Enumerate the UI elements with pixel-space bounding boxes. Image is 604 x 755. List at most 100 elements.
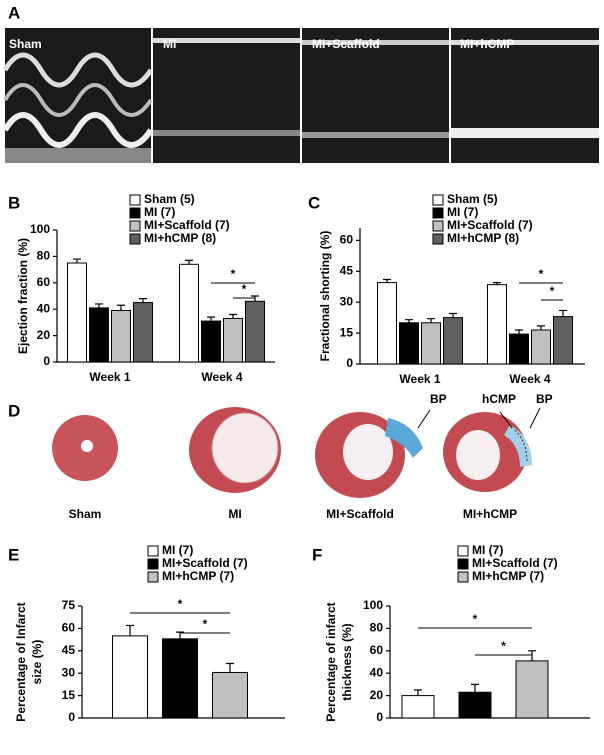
legend-swatch bbox=[432, 233, 444, 245]
legend-label: MI (7) bbox=[144, 205, 175, 219]
y-tick-label: 75 bbox=[62, 598, 76, 612]
x-tick-label: Week 4 bbox=[201, 370, 242, 384]
y-tick-label: 15 bbox=[340, 325, 354, 339]
legend-swatch bbox=[129, 220, 141, 232]
echo-trace bbox=[153, 130, 300, 136]
echo-image bbox=[153, 28, 300, 163]
y-tick-label: 60 bbox=[370, 643, 384, 657]
echo-trace bbox=[451, 40, 599, 45]
heart-lumen bbox=[81, 440, 93, 452]
legend-label: MI (7) bbox=[162, 543, 193, 557]
y-axis-label: size (%) bbox=[30, 640, 44, 685]
y-tick-label: 45 bbox=[340, 263, 354, 277]
bar bbox=[458, 691, 492, 719]
panel-label: E bbox=[8, 545, 19, 564]
legend-swatch bbox=[147, 571, 159, 583]
error-bar bbox=[427, 318, 435, 323]
error-bar bbox=[95, 303, 103, 308]
error-bar bbox=[226, 662, 234, 673]
error-bar bbox=[207, 316, 215, 322]
x-tick-label: Week 1 bbox=[89, 370, 130, 384]
error-bar bbox=[185, 259, 193, 265]
echo-label: Sham bbox=[9, 37, 42, 51]
legend-label: MI+hCMP (8) bbox=[144, 231, 216, 245]
y-tick-label: 20 bbox=[370, 688, 384, 702]
histology-label: MI+hCMP bbox=[463, 507, 517, 521]
legend-swatch bbox=[457, 571, 469, 583]
legend-label: MI+Scaffold (7) bbox=[144, 218, 230, 232]
bar bbox=[487, 284, 507, 365]
bar bbox=[245, 300, 265, 363]
heart-lumen bbox=[456, 430, 500, 480]
annotation: hCMP bbox=[482, 392, 516, 406]
y-tick-label: 30 bbox=[340, 294, 354, 308]
panel-label: A bbox=[8, 3, 20, 22]
y-tick-label: 60 bbox=[37, 275, 51, 289]
error-bar bbox=[414, 689, 422, 696]
legend-label: MI+hCMP (7) bbox=[162, 569, 234, 583]
bar bbox=[201, 320, 221, 363]
bar bbox=[553, 316, 573, 365]
legend-swatch bbox=[129, 207, 141, 219]
histology-images: BP hCMP BP Sham MI MI+Scaffold MI+hCMP bbox=[52, 392, 553, 521]
y-tick-label: 0 bbox=[376, 710, 383, 724]
y-tick-label: 0 bbox=[346, 356, 353, 370]
error-bar bbox=[559, 309, 567, 317]
legend-swatch bbox=[432, 220, 444, 232]
echo-trace bbox=[2, 52, 154, 88]
panel-label: B bbox=[8, 193, 20, 212]
legend-swatch bbox=[147, 558, 159, 570]
significance-star: * bbox=[178, 597, 183, 611]
error-bar bbox=[229, 313, 237, 319]
x-tick-label: Week 4 bbox=[509, 372, 550, 386]
significance-star: * bbox=[242, 282, 247, 296]
y-tick-label: 100 bbox=[363, 598, 383, 612]
legend-swatch bbox=[432, 194, 444, 206]
echo-trace bbox=[5, 148, 151, 163]
error-bar bbox=[73, 258, 81, 263]
panel-label: D bbox=[8, 401, 20, 420]
legend-label: MI+Scaffold (7) bbox=[447, 218, 533, 232]
error-bar bbox=[117, 304, 125, 311]
bar bbox=[509, 333, 529, 365]
bar bbox=[399, 322, 419, 365]
y-axis-label: thickness (%) bbox=[340, 623, 354, 700]
error-bar bbox=[537, 325, 545, 330]
bar bbox=[515, 660, 549, 719]
significance-star: * bbox=[231, 267, 236, 281]
y-tick-label: 60 bbox=[62, 621, 76, 635]
legend-swatch bbox=[129, 233, 141, 245]
significance-star: * bbox=[473, 612, 478, 626]
bar bbox=[401, 695, 435, 719]
error-bar bbox=[139, 298, 147, 303]
error-bar bbox=[471, 683, 479, 693]
legend-label: MI+Scaffold (7) bbox=[162, 556, 248, 570]
legend-label: MI (7) bbox=[447, 205, 478, 219]
y-tick-label: 0 bbox=[43, 354, 50, 368]
legend-label: MI (7) bbox=[472, 543, 503, 557]
y-tick-label: 15 bbox=[62, 688, 76, 702]
echo-trace bbox=[153, 38, 300, 43]
annotation: BP bbox=[430, 392, 447, 406]
echo-trace bbox=[3, 83, 153, 117]
y-tick-label: 40 bbox=[37, 301, 51, 315]
y-tick-label: 40 bbox=[370, 665, 384, 679]
y-tick-label: 45 bbox=[62, 643, 76, 657]
legend-swatch bbox=[432, 207, 444, 219]
annotation: BP bbox=[536, 392, 553, 406]
error-bar bbox=[383, 278, 391, 283]
bar bbox=[111, 310, 131, 363]
boundary bbox=[514, 429, 528, 463]
error-bar bbox=[493, 282, 501, 285]
arrow bbox=[417, 409, 431, 429]
y-tick-label: 100 bbox=[30, 222, 50, 236]
error-bar bbox=[126, 624, 134, 636]
y-tick-label: 20 bbox=[37, 328, 51, 342]
bar bbox=[531, 329, 551, 365]
legend-label: MI+hCMP (7) bbox=[472, 569, 544, 583]
echo-image bbox=[451, 28, 599, 163]
legend-swatch bbox=[457, 558, 469, 570]
hcmp-patch bbox=[504, 425, 532, 467]
legend-label: MI+Scaffold (7) bbox=[472, 556, 558, 570]
